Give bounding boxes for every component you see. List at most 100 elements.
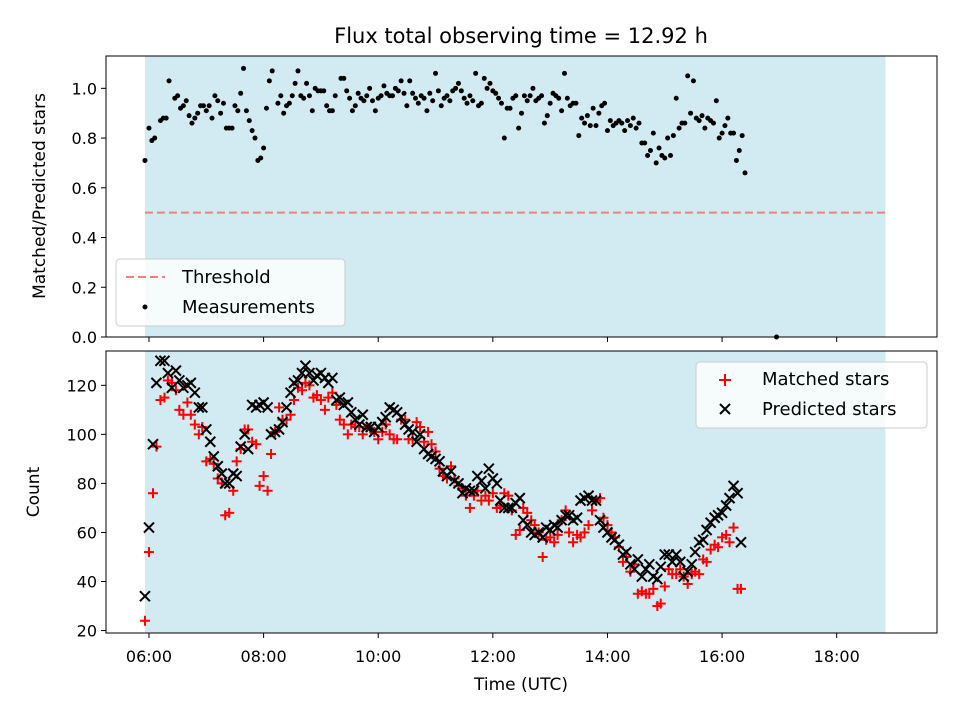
predicted-point (686, 558, 698, 571)
matched-legend-swatch (719, 374, 731, 386)
predicted-point (303, 367, 316, 379)
matched-point (262, 485, 273, 496)
predicted-point (632, 553, 644, 566)
predicted-point (204, 436, 217, 448)
measurement-point (647, 147, 653, 153)
measurement-point (544, 113, 550, 119)
counts-y-tick-label: 80 (77, 474, 97, 493)
measurement-point (407, 78, 413, 84)
predicted-point (445, 465, 457, 477)
predicted-point (280, 401, 293, 414)
x-tick-label: 12:00 (470, 647, 516, 666)
measurement-point (739, 133, 745, 139)
predicted-point (261, 401, 274, 414)
predicted-point (238, 428, 251, 441)
predicted-point (720, 499, 732, 512)
measurement-point (516, 125, 522, 131)
matched-point (713, 542, 724, 553)
measurement-point (321, 88, 327, 94)
predicted-point (150, 377, 163, 389)
measurement-point (263, 105, 269, 111)
measurement-point (710, 120, 716, 126)
measurement-point (561, 70, 567, 76)
counts-y-tick-label: 40 (77, 573, 97, 592)
measurement-point (152, 135, 158, 141)
counts-y-tick-label: 120 (66, 376, 97, 395)
measurement-point (421, 95, 427, 101)
measurements-legend-swatch (142, 304, 148, 310)
measurement-point (662, 155, 668, 161)
predicted-point (406, 426, 419, 438)
measurement-point (699, 113, 705, 119)
measurement-point (395, 88, 401, 94)
measurement-point (249, 128, 255, 134)
matched-point (568, 537, 579, 548)
predicted-point (727, 480, 740, 492)
predicted-point (475, 475, 488, 487)
measurement-point (258, 155, 264, 161)
predicted-point (219, 477, 231, 490)
measurement-point (295, 68, 301, 74)
predicted-point (334, 391, 346, 404)
predicted-point (689, 546, 701, 558)
counts-y-tick-label: 100 (66, 425, 97, 444)
matched-point (254, 480, 265, 491)
x-tick-label: 10:00 (355, 647, 401, 666)
predicted-point (479, 482, 492, 495)
measurement-point (372, 108, 378, 114)
measurement-point (344, 88, 350, 94)
measurement-point (573, 100, 579, 106)
measurement-point (742, 170, 748, 176)
measurement-point (232, 103, 238, 109)
predicted-point (636, 570, 648, 583)
predicted-point (143, 521, 155, 534)
measurement-point (627, 123, 633, 129)
ratio-y-tick-label: 1.0 (72, 79, 97, 98)
measurement-point (487, 80, 493, 86)
measurement-point (186, 113, 192, 119)
measurement-point (733, 157, 739, 163)
measurement-point (587, 123, 593, 129)
measurement-point (229, 125, 235, 131)
predicted-point (586, 494, 598, 507)
measurement-point (513, 93, 519, 99)
measurement-point (559, 108, 565, 114)
matched-point (182, 397, 193, 408)
predicted-point (723, 492, 736, 504)
measurement-point (507, 105, 513, 111)
measurement-point (378, 93, 384, 99)
measurement-point (146, 125, 152, 131)
measurement-point (564, 95, 570, 101)
measurement-point (412, 95, 418, 101)
counts-y-axis-label: Count (24, 466, 44, 517)
measurement-point (464, 100, 470, 106)
matched-point (166, 377, 177, 388)
measurement-point (688, 110, 694, 116)
measurement-point (596, 110, 602, 116)
matched-point (258, 471, 269, 482)
predicted-point (582, 489, 595, 502)
measurement-point (220, 100, 226, 106)
measurement-point (539, 93, 545, 99)
matched-point (423, 426, 434, 437)
predicted-point (483, 462, 495, 475)
measurement-point (438, 103, 444, 109)
measurement-point (206, 103, 212, 109)
measurement-point (324, 103, 330, 109)
measurement-point (719, 130, 725, 136)
measurement-point (175, 93, 181, 99)
measurement-point (650, 130, 656, 136)
matched-point (185, 409, 196, 420)
matched-point (586, 505, 597, 516)
predicted-point (200, 423, 213, 436)
measurement-point (556, 95, 562, 101)
measurement-point (519, 110, 524, 116)
predicted-point (674, 556, 686, 568)
predicted-point (491, 477, 503, 490)
predicted-point (189, 386, 201, 399)
matched-point (595, 493, 606, 504)
x-tick-label: 18:00 (814, 647, 860, 666)
predicted-point (147, 438, 159, 450)
predicted-point (284, 386, 297, 399)
predicted-point (414, 428, 426, 441)
